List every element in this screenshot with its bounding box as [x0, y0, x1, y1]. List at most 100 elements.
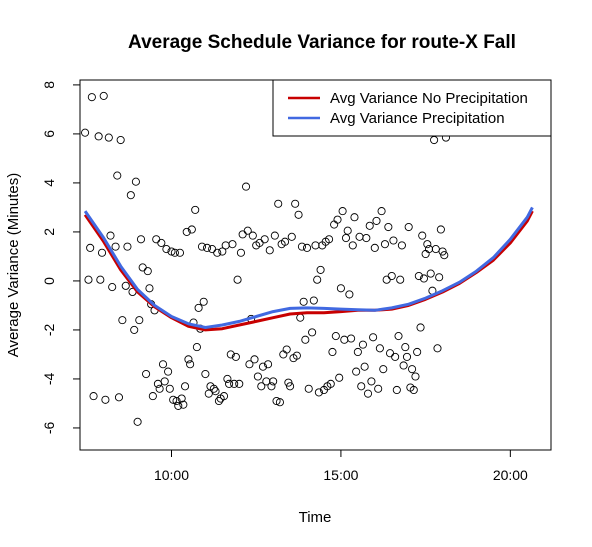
data-point — [399, 361, 408, 370]
data-point — [275, 398, 284, 407]
data-point — [340, 335, 349, 344]
data-point — [209, 384, 218, 393]
data-point — [314, 388, 323, 397]
data-point — [158, 360, 168, 369]
data-point — [409, 385, 418, 395]
data-point — [413, 347, 422, 357]
data-point — [230, 379, 239, 388]
data-point — [264, 360, 273, 369]
legend-label-precipitation: Avg Variance Precipitation — [330, 110, 505, 127]
data-point — [438, 247, 447, 256]
data-point — [108, 283, 117, 292]
data-point — [385, 349, 395, 358]
x-tick-label: 15:00 — [323, 467, 358, 483]
data-point — [169, 395, 178, 404]
x-tick-label: 20:00 — [493, 467, 528, 483]
data-point — [258, 362, 268, 371]
data-point — [426, 269, 435, 278]
data-point — [180, 382, 190, 391]
data-point — [360, 362, 369, 371]
y-tick-label: 4 — [41, 179, 57, 187]
data-point — [96, 275, 105, 284]
data-point — [164, 367, 173, 376]
data-point — [211, 387, 220, 396]
data-point — [292, 351, 301, 360]
data-point — [236, 248, 246, 257]
data-point — [343, 226, 352, 235]
y-tick-label: -2 — [41, 323, 57, 336]
data-point — [182, 227, 191, 236]
data-point — [353, 347, 362, 357]
data-point — [296, 313, 305, 322]
data-point — [235, 379, 244, 388]
data-point — [136, 235, 146, 244]
data-point — [401, 343, 410, 352]
data-point — [201, 369, 210, 379]
data-point — [203, 243, 212, 252]
data-point — [152, 235, 161, 244]
data-point — [243, 226, 252, 235]
data-point — [377, 207, 386, 216]
data-point — [219, 392, 229, 401]
data-point — [218, 247, 227, 256]
data-point — [225, 379, 234, 388]
data-point — [440, 251, 449, 260]
data-point — [435, 273, 444, 282]
data-point — [238, 230, 247, 239]
data-point — [148, 392, 157, 401]
legend: Avg Variance No Precipitation Avg Varian… — [272, 79, 552, 137]
y-tick-label: -4 — [41, 373, 57, 386]
data-point — [384, 222, 393, 232]
data-point — [357, 382, 366, 391]
data-point — [335, 373, 344, 382]
data-point — [174, 401, 183, 410]
data-point — [118, 316, 127, 325]
data-point — [431, 245, 440, 254]
y-tick-label: 2 — [41, 228, 57, 236]
data-point — [355, 232, 364, 241]
data-point — [326, 379, 335, 388]
data-point — [269, 377, 278, 386]
data-point — [299, 297, 308, 306]
y-tick-label: 6 — [41, 130, 57, 138]
data-point — [170, 248, 179, 257]
data-point — [419, 274, 428, 283]
data-point — [186, 360, 195, 369]
data-point — [348, 241, 357, 250]
data-point — [260, 235, 269, 244]
data-point — [352, 367, 361, 376]
data-point — [192, 343, 201, 352]
data-point — [402, 352, 412, 361]
data-point — [145, 284, 154, 293]
data-point — [116, 135, 125, 145]
line-precipitation — [83, 206, 534, 329]
data-point — [374, 384, 383, 393]
y-tick-label: 8 — [41, 81, 57, 89]
data-point — [363, 389, 373, 398]
data-point — [347, 334, 356, 343]
data-point — [214, 396, 223, 406]
data-point — [358, 340, 367, 349]
data-point — [104, 133, 113, 142]
data-point — [111, 242, 120, 251]
data-point — [113, 171, 122, 180]
data-point — [221, 241, 230, 250]
data-point — [301, 335, 310, 344]
data-point — [316, 265, 325, 274]
y-axis: -6 -4 -2 0 2 4 6 8 — [41, 81, 80, 434]
data-point — [87, 93, 96, 102]
data-point — [245, 360, 254, 369]
data-point — [86, 243, 95, 252]
data-point — [430, 135, 439, 145]
data-point — [106, 231, 115, 240]
data-point — [291, 199, 300, 208]
data-point — [387, 271, 396, 281]
data-point — [81, 128, 90, 137]
scatter-points — [81, 91, 451, 426]
data-point — [270, 231, 279, 240]
data-point — [294, 210, 303, 219]
x-tick-label: 10:00 — [154, 467, 189, 483]
data-point — [130, 325, 139, 334]
data-point — [350, 213, 359, 222]
data-point — [257, 382, 266, 391]
